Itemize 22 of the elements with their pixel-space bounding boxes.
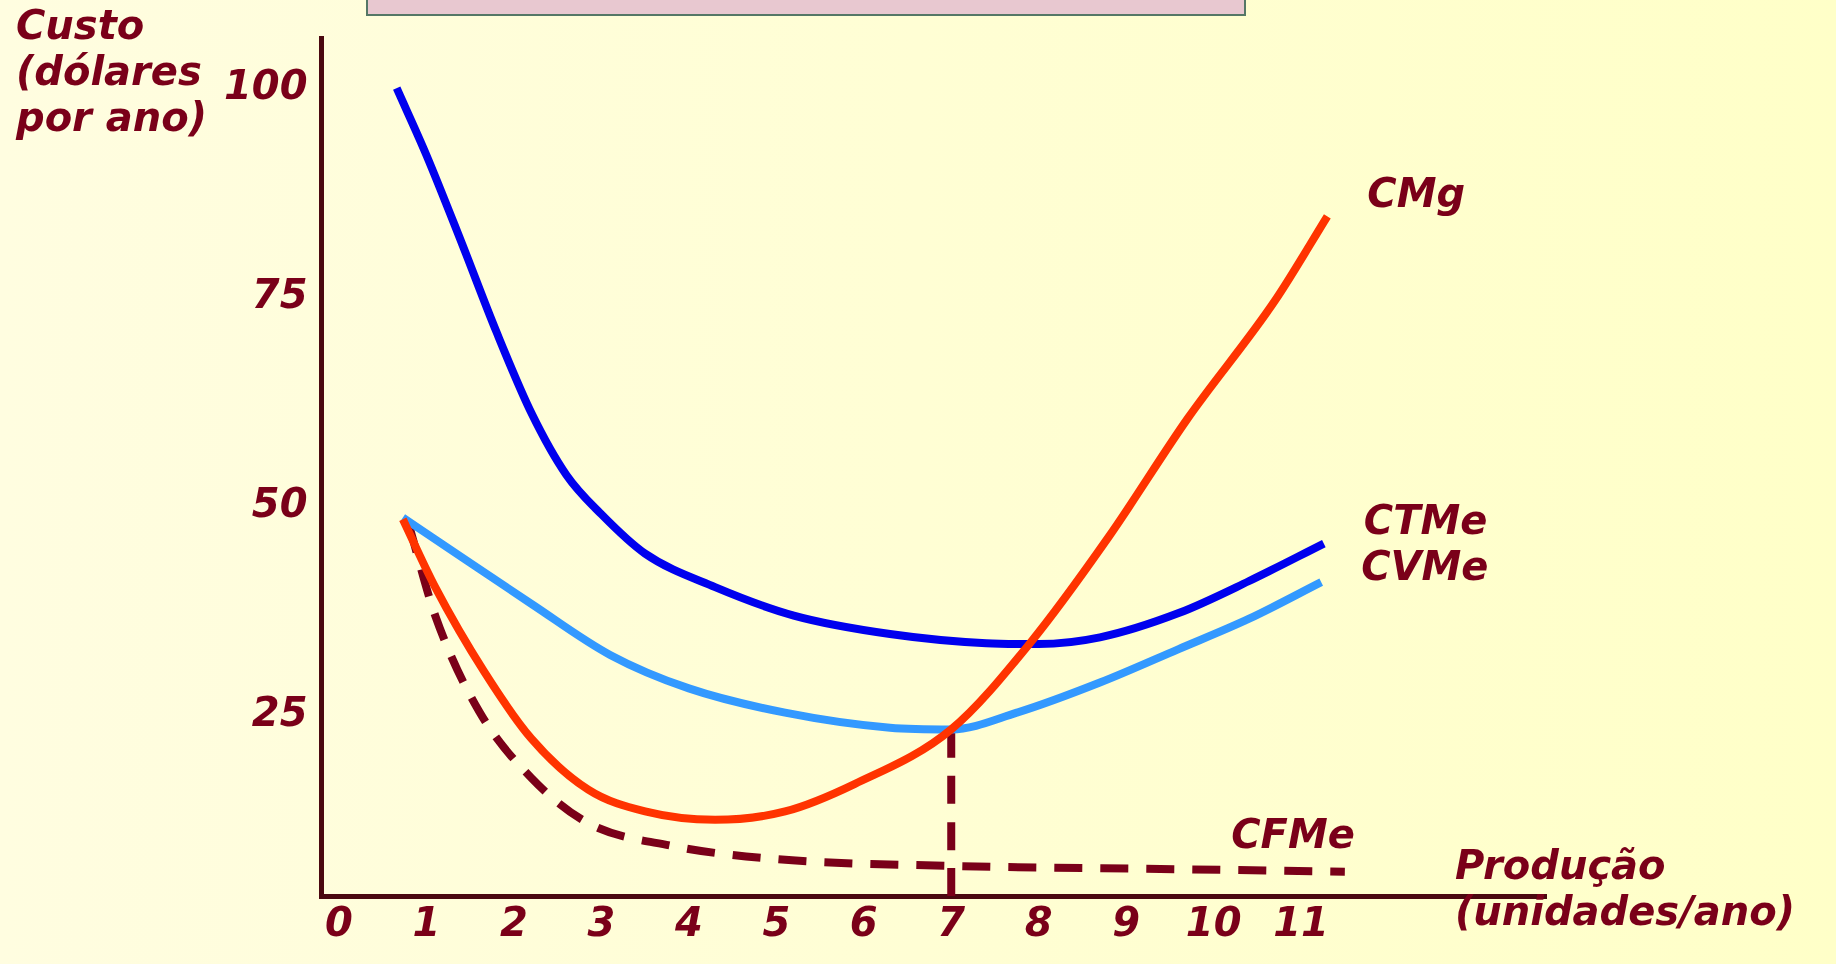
y-tick-label: 100 [224,61,308,108]
x-tick-label: 5 [762,899,791,946]
y-tick-label: 75 [251,270,308,317]
series-label: CFMe [1231,811,1355,858]
x-tick-label: 1 [412,899,441,946]
x-tick-label: 0 [325,899,353,946]
x-tick-label: 6 [849,899,878,946]
x-tick-label: 3 [587,899,616,946]
x-tick-label: 9 [1112,899,1141,946]
x-axis-title: Produção (unidades/ano) [1455,842,1796,934]
y-tick-label: 25 [251,689,308,736]
y-axis-title: Custo (dólares por ano) [16,2,207,140]
x-tick-label: 2 [500,899,528,946]
series-label: CTMe [1363,496,1488,543]
series-label: CMg [1367,169,1466,216]
y-tick-label: 50 [251,480,308,527]
x-tick-label: 11 [1273,899,1329,946]
x-tick-label: 4 [673,899,703,946]
x-tick-label: 10 [1185,899,1242,946]
x-tick-label: 7 [937,899,966,946]
series-label: CVMe [1361,542,1489,589]
x-tick-label: 8 [1024,899,1053,946]
